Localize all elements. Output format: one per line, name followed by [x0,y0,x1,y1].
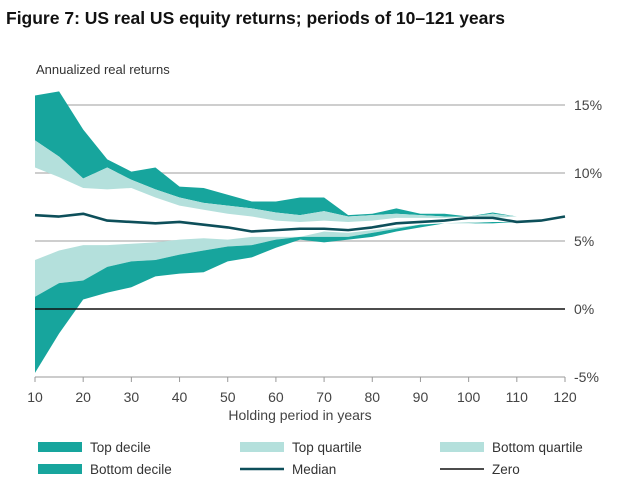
legend-swatch [38,464,82,474]
y-tick-label: 0% [574,301,594,317]
legend-label: Zero [492,462,520,477]
legend-label: Top decile [90,440,151,455]
lines [34,212,566,310]
legend-label: Bottom decile [90,462,172,477]
areas [35,91,565,373]
chart-title: Figure 7: US real US equity returns; per… [6,8,505,28]
legend-label: Top quartile [292,440,362,455]
legend-swatch [440,442,484,452]
x-tick-label: 30 [124,389,140,405]
legend-label: Median [292,462,336,477]
legend-label: Bottom quartile [492,440,583,455]
x-tick-label: 50 [220,389,236,405]
legend: Top decile Top quartile Bottom quartile Bot… [38,440,583,477]
x-tick-label: 120 [553,389,577,405]
legend-swatch [38,442,82,452]
bottom-quartile-area [35,216,565,297]
bottom-decile-area [35,216,565,373]
x-tick-label: 10 [27,389,43,405]
y-tick-label: -5% [574,369,599,385]
x-tick-label: 20 [75,389,91,405]
top-decile-area [35,91,565,218]
y-tick-label: 10% [574,165,602,181]
legend-swatch [240,442,284,452]
x-tick-label: 70 [316,389,332,405]
x-tick-label: 60 [268,389,284,405]
axes: 15% 10% 5% 0% -5% 10 20 30 40 50 60 70 80 90 100 110 120 [27,97,602,405]
median-line [34,212,566,233]
y-axis-label: Annualized real returns [36,62,170,77]
x-tick-label: 40 [172,389,188,405]
x-tick-label: 100 [457,389,481,405]
y-tick-label: 5% [574,233,594,249]
x-axis-label: Holding period in years [228,407,371,423]
top-quartile-area [35,140,565,222]
x-tick-label: 80 [364,389,380,405]
x-tick-label: 110 [506,389,529,405]
y-tick-label: 15% [574,97,602,113]
x-tick-label: 90 [413,389,429,405]
